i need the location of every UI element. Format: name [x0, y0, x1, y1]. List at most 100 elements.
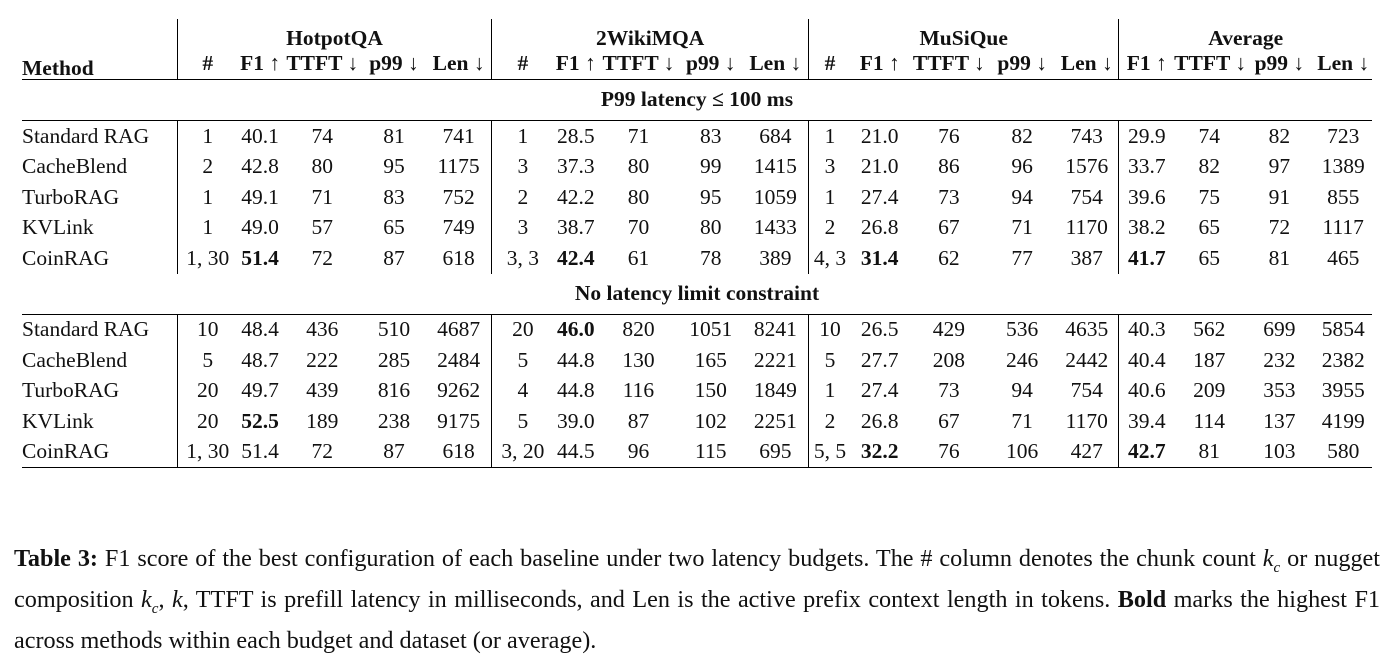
table-cell: 187	[1193, 347, 1226, 372]
table-cell: 26.8	[860, 408, 899, 433]
table-cell: 31.4	[860, 245, 899, 270]
group-header-hotpotqa: HotpotQA	[176, 19, 492, 49]
caption-text-2: or nugget composition	[14, 545, 1380, 613]
col-header-f1: F1 ↑	[553, 49, 599, 80]
table-cell: 5854	[1321, 317, 1365, 341]
table-cell: 115	[678, 436, 743, 468]
section-header-row: No latency limit constraint	[22, 273, 1372, 315]
table-cell: 42.4	[556, 245, 595, 270]
table-cell: 76	[908, 436, 990, 468]
table-cell: 3, 20	[491, 436, 554, 468]
table-cell: 44.5	[553, 436, 599, 468]
table-cell: 82	[1198, 154, 1220, 178]
table-cell: 246	[1006, 347, 1039, 372]
table-body: P99 latency ≤ 100 ms Standard RAG 1 40.1 74 8…	[22, 79, 1372, 468]
group-header-musique: MuSiQue	[808, 19, 1119, 49]
table-cell: 49.7	[241, 378, 279, 402]
math-sub-c: c	[1273, 559, 1281, 576]
table-cell: 5, 5	[808, 436, 852, 468]
table-cell: 32.2	[851, 436, 909, 468]
table-cell: 10	[176, 314, 238, 345]
table-cell: 1170	[1065, 215, 1108, 239]
section-title: No latency limit constraint	[22, 273, 1372, 315]
table-cell: 3	[491, 212, 554, 243]
col-header-ttft: TTFT ↓	[598, 49, 679, 80]
table-cell: 429	[932, 317, 965, 341]
table-cell: 73	[938, 184, 960, 209]
method-name: CoinRAG	[22, 436, 178, 468]
table-cell: 1059	[753, 184, 797, 209]
table-cell: 97	[1268, 154, 1291, 178]
table-cell: 81	[1174, 436, 1245, 468]
table-cell: 580	[1314, 436, 1372, 468]
table-cell: 5	[176, 345, 238, 376]
table-cell: 1389	[1321, 154, 1365, 178]
table-cell: 1	[176, 120, 238, 152]
table-cell: 57	[311, 215, 334, 239]
table-cell: 3	[808, 151, 852, 182]
col-header-len: Len ↓	[1314, 49, 1372, 80]
table-cell: 3955	[1321, 378, 1365, 402]
col-header-ttft: TTFT ↓	[908, 49, 990, 80]
table-cell: 695	[742, 436, 809, 468]
table-cell: 439	[306, 378, 339, 402]
math-k: k	[1262, 545, 1274, 572]
col-header-len: Len ↓	[742, 49, 809, 80]
table-cell: 67	[938, 408, 960, 433]
table-cell: 26.5	[860, 317, 899, 341]
table-row: CoinRAG 1, 30 51.4 72 87 618 3, 20 44.5 96 115 695…	[22, 436, 1372, 468]
table-cell: 94	[1011, 378, 1033, 402]
table-cell: 87	[362, 436, 426, 468]
table-cell: 76	[938, 123, 960, 148]
table-cell: 116	[622, 378, 655, 402]
table-cell: 87	[627, 408, 650, 433]
table-cell: 1	[491, 120, 554, 152]
table-cell: 26.8	[860, 215, 899, 239]
table-row: Standard RAG 1 40.1 74 81 741 1 28.5 71 83 684 1 21.…	[22, 120, 1372, 152]
table-cell: 436	[306, 317, 339, 341]
method-name: TurboRAG	[22, 378, 120, 402]
table-cell: 510	[377, 317, 411, 341]
col-header-count: #	[176, 49, 238, 80]
method-name: KVLink	[22, 215, 94, 239]
table-cell: 48.4	[241, 317, 279, 341]
table-cell: 427	[1055, 436, 1119, 468]
table-cell: 1	[808, 120, 852, 152]
math-k: k	[141, 585, 152, 613]
col-header-len: Len ↓	[425, 49, 492, 80]
table-cell: 27.4	[860, 378, 899, 402]
table-cell: 536	[1006, 317, 1039, 341]
table-cell: 82	[1268, 123, 1291, 148]
table-cell: 80	[311, 154, 334, 178]
method-name: CacheBlend	[22, 347, 128, 372]
method-name: Standard RAG	[22, 123, 150, 148]
table-cell: 5	[808, 345, 852, 376]
table-cell: 741	[442, 123, 475, 148]
table-cell: 75	[1198, 184, 1220, 209]
caption-text-3: , TTFT is prefill latency in millisecond…	[182, 585, 1118, 613]
table-cell: 10	[808, 314, 852, 345]
table-cell: 1415	[753, 154, 797, 178]
table-cell: 65	[383, 215, 405, 239]
table-cell: 95	[699, 184, 722, 209]
table-cell: 1175	[437, 154, 480, 178]
table-cell: 95	[383, 154, 405, 178]
table-cell: 44.8	[556, 347, 595, 372]
table-cell: 4	[491, 375, 554, 406]
table-cell: 71	[1011, 215, 1033, 239]
table-cell: 99	[699, 154, 722, 178]
col-header-p99: p99 ↓	[1244, 49, 1315, 80]
table-cell: 749	[442, 215, 475, 239]
col-header-len: Len ↓	[1055, 49, 1119, 80]
table-cell: 816	[377, 378, 411, 402]
table-cell: 1	[176, 212, 238, 243]
method-name: CoinRAG	[22, 245, 110, 270]
caption-bold-word: Bold	[1117, 585, 1167, 613]
table-cell: 72	[311, 245, 334, 270]
table-cell: 5	[491, 345, 554, 376]
table-cell: 232	[1263, 347, 1296, 372]
table-cell: 86	[938, 154, 960, 178]
table-cell: 618	[442, 245, 475, 270]
section-title: P99 latency ≤ 100 ms	[22, 79, 1372, 121]
table-cell: 1	[176, 182, 238, 213]
